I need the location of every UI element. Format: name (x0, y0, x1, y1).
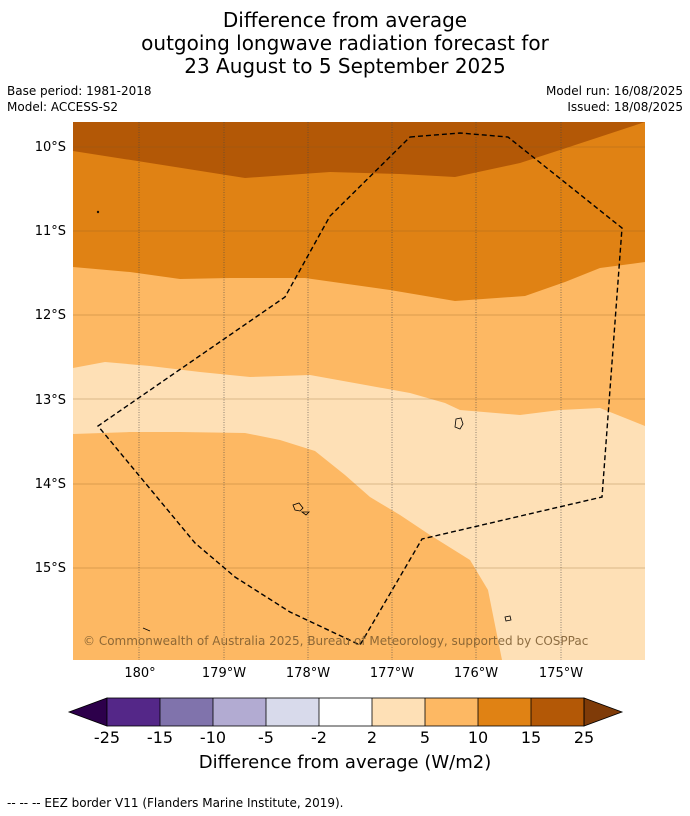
model-name: Model: ACCESS-S2 (7, 100, 119, 114)
lon-label: 178°W (286, 666, 330, 681)
longitude-labels: 180° 179°W 178°W 177°W 176°W 175°W (124, 666, 583, 681)
colorbar-tick: 15 (521, 728, 541, 747)
copyright-notice: © Commonwealth of Australia 2025, Bureau… (83, 634, 588, 648)
lat-label: 13°S (35, 393, 66, 408)
colorbar-tick: -15 (147, 728, 173, 747)
lon-label: 177°W (370, 666, 414, 681)
colorbar-swatch (425, 698, 478, 726)
model-run: Model run: 16/08/2025 (545, 84, 683, 98)
lon-label: 175°W (539, 666, 583, 681)
colorbar-swatch (478, 698, 531, 726)
lon-label: 180° (124, 666, 155, 681)
region-2-5 (73, 362, 645, 660)
title-line-3: 23 August to 5 September 2025 (184, 54, 506, 78)
colorbar-swatch (213, 698, 266, 726)
longitude-gridlines (138, 122, 562, 660)
colorbar-label: Difference from average (W/m2) (198, 752, 492, 773)
lon-label: 176°W (454, 666, 498, 681)
eez-border (96, 132, 623, 646)
colorbar-swatch (160, 698, 213, 726)
colorbar-tick: -25 (94, 728, 120, 747)
meta-right: Model run: 16/08/2025 Issued: 18/08/2025 (546, 83, 683, 115)
colorbar-min-extension (67, 697, 108, 727)
latitude-labels: 10°S 11°S 12°S 13°S 14°S 15°S (35, 140, 66, 576)
colorbar-tick: 10 (468, 728, 488, 747)
lat-label: 12°S (35, 308, 66, 323)
colorbar-swatch (372, 698, 425, 726)
colorbar-tick: 5 (420, 728, 430, 747)
colorbar-swatch (107, 698, 160, 726)
colorbar-tick: -10 (200, 728, 226, 747)
colorbar-swatch (266, 698, 319, 726)
lat-label: 14°S (35, 477, 66, 492)
colorbar-tick: 2 (367, 728, 377, 747)
meta-left: Base period: 1981-2018 Model: ACCESS-S2 (7, 83, 152, 115)
base-period: Base period: 1981-2018 (7, 84, 152, 98)
latitude-gridlines (73, 146, 645, 569)
title-line-1: Difference from average (222, 8, 468, 32)
colorbar-tick: 25 (574, 728, 594, 747)
issued-date: Issued: 18/08/2025 (567, 100, 683, 114)
anomaly-field (73, 122, 645, 660)
lat-label: 10°S (35, 140, 66, 155)
lon-label: 179°W (202, 666, 246, 681)
colorbar-max-extension (583, 697, 624, 727)
lat-label: 11°S (35, 224, 66, 239)
colorbar-swatch (319, 698, 372, 726)
lat-label: 15°S (35, 561, 66, 576)
island-outlines (96, 210, 512, 632)
colorbar: -25 -15 -10 -5 -2 2 5 10 15 25 (67, 697, 624, 747)
title-line-2: outgoing longwave radiation forecast for (141, 31, 549, 55)
colorbar-tick: -5 (258, 728, 274, 747)
eez-footnote: -- -- -- EEZ border V11 (Flanders Marine… (7, 796, 344, 810)
colorbar-swatch (531, 698, 584, 726)
colorbar-ticks: -25 -15 -10 -5 -2 2 5 10 15 25 (94, 728, 594, 747)
colorbar-tick: -2 (311, 728, 327, 747)
